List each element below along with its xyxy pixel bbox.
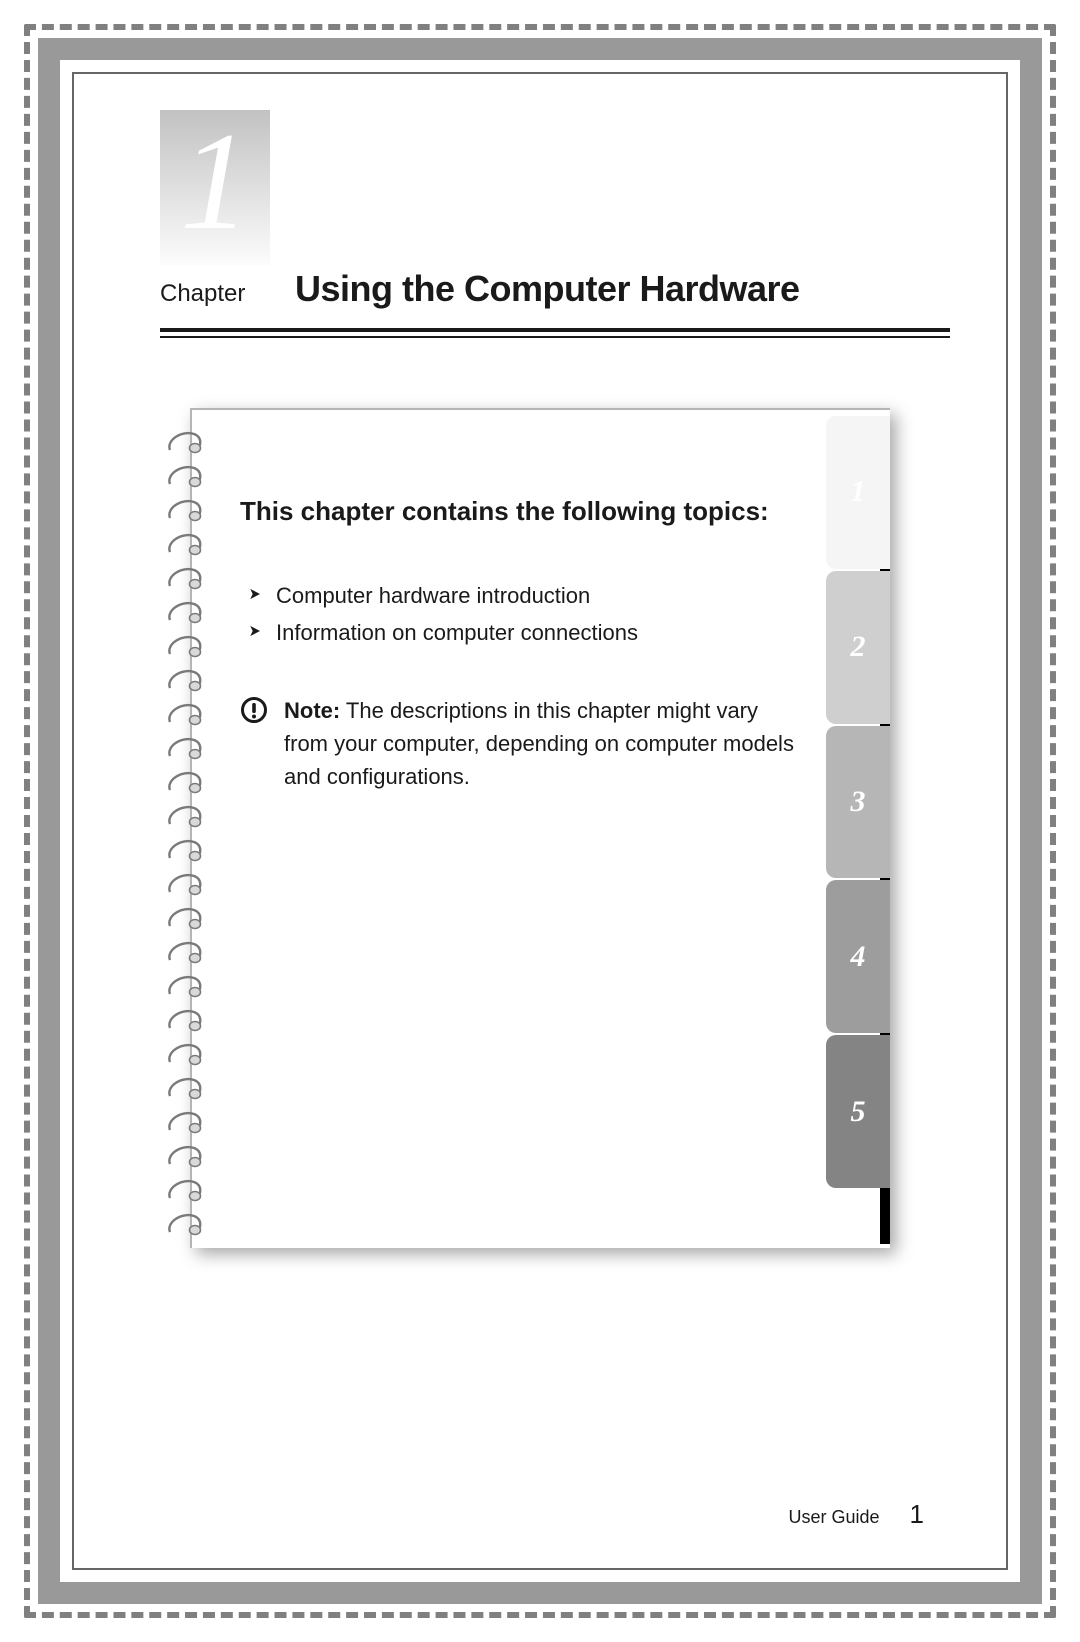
binding-ring xyxy=(164,1042,204,1068)
topic-item: Information on computer connections xyxy=(248,614,800,651)
binding-ring xyxy=(164,1178,204,1204)
binding-ring xyxy=(164,906,204,932)
topics-heading: This chapter contains the following topi… xyxy=(240,494,800,529)
binding-ring xyxy=(164,940,204,966)
notebook-tab-label: 4 xyxy=(851,940,866,974)
binding-ring xyxy=(164,668,204,694)
notebook-tab-2: 2 xyxy=(826,571,890,724)
binding-ring xyxy=(164,430,204,456)
binding-ring xyxy=(164,600,204,626)
chapter-rule-thick xyxy=(160,328,950,332)
topics-list: Computer hardware introductionInformatio… xyxy=(248,577,800,652)
note-label: Note: xyxy=(284,698,340,723)
binding-ring xyxy=(164,838,204,864)
notebook-body: This chapter contains the following topi… xyxy=(240,494,800,793)
notebook-tab-5: 5 xyxy=(826,1035,890,1188)
notebook-tabs: 1 2 3 4 5 xyxy=(826,416,890,1244)
binding-ring xyxy=(164,1110,204,1136)
binding-ring xyxy=(164,634,204,660)
binding-ring xyxy=(164,702,204,728)
footer-page-number: 1 xyxy=(910,1499,924,1530)
binding-ring xyxy=(164,464,204,490)
binding-ring xyxy=(164,1076,204,1102)
binding-ring xyxy=(164,974,204,1000)
chapter-rule-thin xyxy=(160,336,950,338)
page-footer: User Guide 1 xyxy=(788,1499,924,1530)
note-text: Note: The descriptions in this chapter m… xyxy=(284,694,800,793)
chapter-number-block: 1 xyxy=(160,110,270,265)
chapter-label: Chapter xyxy=(160,280,245,308)
topic-item: Computer hardware introduction xyxy=(248,577,800,614)
notebook-binding xyxy=(164,430,204,1238)
page-content: 1 Chapter Using the Computer Hardware 1 2… xyxy=(90,90,990,1552)
chapter-title: Using the Computer Hardware xyxy=(295,268,800,310)
binding-ring xyxy=(164,770,204,796)
notebook-tab-3: 3 xyxy=(826,726,890,879)
binding-ring xyxy=(164,532,204,558)
binding-ring xyxy=(164,872,204,898)
alert-icon xyxy=(240,696,268,729)
binding-ring xyxy=(164,1212,204,1238)
notebook-tab-1: 1 xyxy=(826,416,890,569)
note-row: Note: The descriptions in this chapter m… xyxy=(240,694,800,793)
note-body: The descriptions in this chapter might v… xyxy=(284,698,794,789)
notebook-tab-label: 2 xyxy=(851,630,866,664)
binding-ring xyxy=(164,498,204,524)
binding-ring xyxy=(164,736,204,762)
chapter-number: 1 xyxy=(180,112,250,252)
notebook-tab-label: 5 xyxy=(851,1095,866,1129)
notebook-tab-gap xyxy=(826,1190,890,1244)
binding-ring xyxy=(164,804,204,830)
footer-label: User Guide xyxy=(788,1507,879,1528)
binding-ring xyxy=(164,1008,204,1034)
notebook-panel: 1 2 3 4 5 This chapter contains the followin… xyxy=(190,408,890,1248)
notebook-tab-label: 1 xyxy=(851,475,866,509)
binding-ring xyxy=(164,566,204,592)
binding-ring xyxy=(164,1144,204,1170)
notebook-tab-4: 4 xyxy=(826,880,890,1033)
notebook-tab-label: 3 xyxy=(851,785,866,819)
